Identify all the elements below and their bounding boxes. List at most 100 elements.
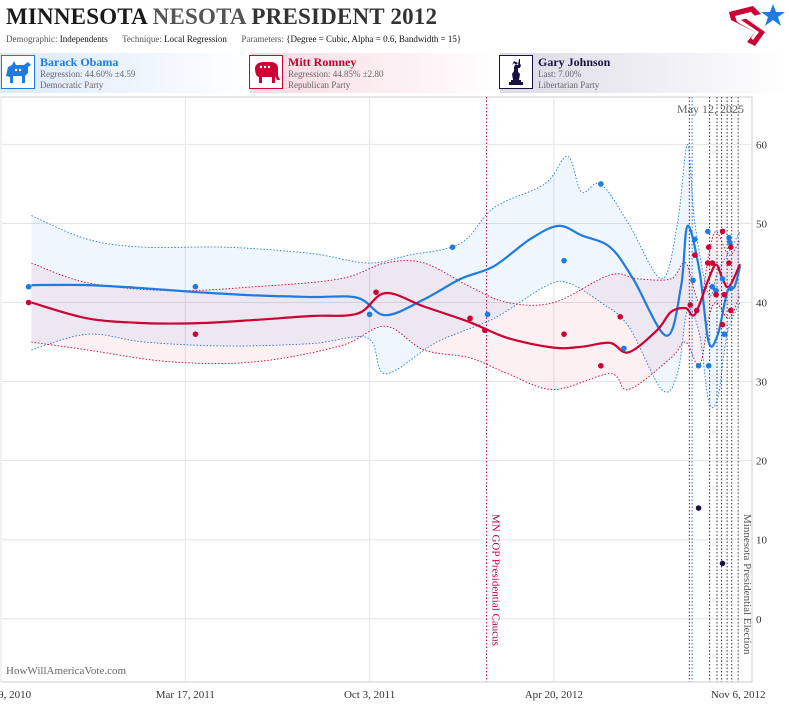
- y-tick-label: 60: [756, 139, 768, 151]
- date-stamp: May 12, 2025: [677, 102, 744, 116]
- technique-value: Local Regression: [164, 34, 227, 44]
- y-tick-label: 40: [756, 298, 768, 310]
- legend-background: [0, 53, 789, 93]
- poll-point: [598, 181, 604, 187]
- x-tick-label: Apr 20, 2012: [525, 689, 583, 701]
- poll-point: [713, 287, 719, 294]
- x-tick-label: Oct 3, 2011: [344, 689, 395, 701]
- poll-point: [481, 327, 488, 334]
- site-logo[interactable]: [725, 2, 787, 48]
- statue-of-liberty-icon: [499, 55, 533, 89]
- parameters-line: Demographic: Independents Technique: Loc…: [6, 34, 461, 44]
- poll-point: [695, 362, 702, 369]
- header: MINNESOTA NESOTA PRESIDENT 2012 Demograp…: [0, 0, 789, 50]
- poll-point: [366, 311, 373, 318]
- upper-bound-line: [31, 143, 741, 297]
- y-tick-label: 50: [756, 218, 768, 230]
- poll-point: [704, 260, 711, 266]
- candidate-regression: Regression: 44.85% ±2.80: [288, 69, 384, 79]
- y-tick-label: 10: [756, 535, 768, 547]
- poll-point: [709, 283, 716, 290]
- poll-chart: 0 10 20 30 40 50 60 Aug 29, 2010 Mar 17, 2011 Oct…: [0, 96, 768, 701]
- candidate-party: Libertarian Party: [538, 80, 600, 90]
- poll-point: [693, 307, 700, 314]
- lower-bound-line: [31, 280, 741, 409]
- page-title: MINNESOTA NESOTA PRESIDENT 2012: [6, 4, 437, 30]
- x-tick-label: Nov 6, 2012: [711, 689, 766, 701]
- lower-bound-line: [31, 294, 741, 391]
- candidate-name: Barack Obama: [40, 55, 119, 69]
- event-label: Minnesota Presidential Election: [741, 514, 753, 655]
- watermark: HowWillAmericaVote.com: [6, 665, 126, 677]
- poll-point: [726, 234, 732, 241]
- poll-point: [617, 313, 624, 320]
- confidence-band: [31, 231, 740, 390]
- poll-point: [721, 291, 728, 298]
- candidate-party: Republican Party: [288, 80, 351, 90]
- poll-point: [705, 244, 712, 251]
- candidate-johnson[interactable]: Gary Johnson Last: 7.00% Libertarian Par…: [499, 53, 744, 93]
- y-tick-label: 20: [756, 456, 768, 468]
- logo-white-stripe: [735, 12, 759, 40]
- poll-point: [561, 257, 567, 264]
- poll-point: [484, 311, 491, 318]
- poll-point: [719, 276, 726, 282]
- candidate-name: Gary Johnson: [538, 55, 611, 69]
- candidate-name: Mitt Romney: [288, 55, 357, 69]
- poll-point: [25, 299, 32, 306]
- poll-point: [726, 260, 732, 266]
- poll-point: [719, 228, 726, 235]
- poll-point: [719, 321, 726, 328]
- star-icon: [761, 4, 785, 26]
- poll-point: [719, 560, 726, 567]
- poll-point: [704, 228, 711, 235]
- event-label: MN GOP Presidential Caucus: [490, 514, 502, 646]
- poll-point: [728, 307, 734, 314]
- poll-point: [373, 289, 379, 296]
- plot-frame: [0, 96, 753, 683]
- y-tick-label: 0: [756, 614, 762, 626]
- candidate-regression: Regression: 44.60% ±4.59: [40, 69, 136, 79]
- poll-point: [728, 285, 734, 292]
- demographic-value: Independents: [59, 34, 108, 44]
- x-tick-label: Mar 17, 2011: [156, 689, 215, 701]
- poll-point: [598, 362, 604, 369]
- trend-line: [31, 263, 741, 354]
- confidence-band: [31, 144, 740, 408]
- title-state-repeat: NESOTA: [152, 4, 246, 29]
- y-tick-label: 30: [756, 377, 768, 389]
- poll-point: [621, 345, 627, 352]
- trend-line: [31, 224, 742, 348]
- elephant-icon: [249, 55, 283, 89]
- poll-point: [721, 331, 728, 337]
- candidate-obama[interactable]: Barack Obama Regression: 44.60% ±4.59 De…: [1, 53, 246, 93]
- candidate-last: Last: 7.00%: [538, 69, 582, 79]
- x-tick-label: Aug 29, 2010: [0, 689, 32, 701]
- parameters-label: Parameters:: [241, 34, 284, 44]
- technique-label: Technique:: [122, 34, 162, 44]
- candidate-romney[interactable]: Mitt Romney Regression: 44.85% ±2.80 Rep…: [249, 53, 494, 93]
- poll-point: [449, 244, 456, 251]
- poll-point: [192, 331, 199, 337]
- poll-point: [728, 244, 734, 251]
- poll-point: [705, 362, 712, 369]
- poll-point: [695, 505, 702, 511]
- poll-point: [709, 260, 716, 266]
- poll-point: [561, 331, 567, 337]
- poll-point: [692, 252, 698, 258]
- chart-area: 0 10 20 30 40 50 60 Aug 29, 2010 Mar 17, 2011 Oct…: [0, 96, 789, 704]
- parameters-value: {Degree = Cubic, Alpha = 0.6, Bandwidth …: [286, 34, 462, 44]
- poll-point: [467, 315, 473, 322]
- poll-point: [692, 236, 698, 243]
- poll-point: [727, 239, 733, 246]
- poll-point: [25, 283, 32, 290]
- donkey-icon: [1, 55, 35, 89]
- poll-point: [690, 277, 696, 284]
- poll-point: [192, 283, 199, 290]
- poll-point: [687, 302, 694, 308]
- title-race: PRESIDENT 2012: [251, 4, 438, 29]
- poll-point: [713, 291, 719, 298]
- candidate-legend: Barack Obama Regression: 44.60% ±4.59 De…: [0, 53, 789, 93]
- candidate-party: Democratic Party: [40, 80, 104, 90]
- title-state: MINNESOTA: [6, 4, 147, 29]
